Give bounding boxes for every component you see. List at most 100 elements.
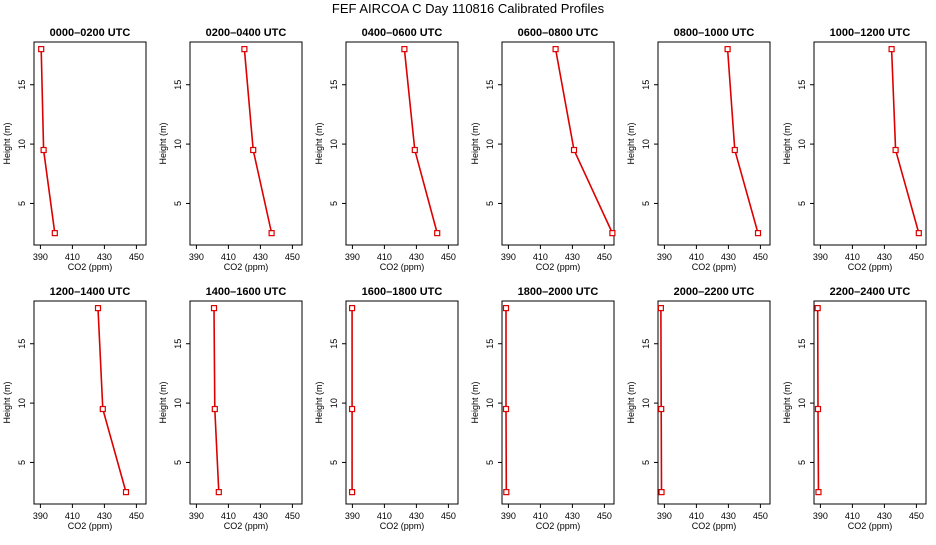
plot-frame xyxy=(502,42,614,245)
x-tick-label: 390 xyxy=(33,511,48,521)
panel-title: 0200–0400 UTC xyxy=(206,27,287,39)
y-axis-label: Height (m) xyxy=(470,381,480,423)
data-point xyxy=(916,231,921,236)
plot-frame xyxy=(190,301,302,504)
y-tick-label: 10 xyxy=(485,398,495,408)
y-axis-label: Height (m) xyxy=(626,381,636,423)
x-tick-label: 430 xyxy=(97,511,112,521)
y-tick-label: 10 xyxy=(797,139,807,149)
x-axis-label: CO2 (ppm) xyxy=(536,521,581,531)
data-point xyxy=(269,231,274,236)
x-tick-label: 430 xyxy=(877,511,892,521)
data-point xyxy=(41,148,46,153)
x-tick-label: 450 xyxy=(441,511,456,521)
figure-title: FEF AIRCOA C Day 110816 Calibrated Profi… xyxy=(0,1,936,16)
y-axis-label: Height (m) xyxy=(314,122,324,164)
x-axis-label: CO2 (ppm) xyxy=(68,262,113,272)
plot-frame xyxy=(814,42,926,245)
x-tick-label: 450 xyxy=(753,511,768,521)
panel-title: 1400–1600 UTC xyxy=(206,286,287,298)
data-point xyxy=(350,306,355,311)
y-tick-label: 15 xyxy=(329,339,339,349)
x-tick-label: 410 xyxy=(845,252,860,262)
profile-line xyxy=(404,49,437,233)
x-axis-label: CO2 (ppm) xyxy=(380,262,425,272)
x-tick-label: 390 xyxy=(345,511,360,521)
y-tick-label: 5 xyxy=(329,201,339,206)
x-tick-label: 430 xyxy=(409,252,424,262)
x-tick-label: 430 xyxy=(721,252,736,262)
x-axis-label: CO2 (ppm) xyxy=(692,521,737,531)
x-axis-label: CO2 (ppm) xyxy=(848,262,893,272)
profile-line xyxy=(41,49,55,233)
x-tick-label: 390 xyxy=(189,252,204,262)
y-tick-label: 15 xyxy=(641,80,651,90)
profile-line xyxy=(98,308,126,492)
x-axis-label: CO2 (ppm) xyxy=(692,262,737,272)
x-tick-label: 410 xyxy=(377,511,392,521)
data-point xyxy=(889,47,894,52)
x-tick-label: 450 xyxy=(285,511,300,521)
data-point xyxy=(251,148,256,153)
data-point xyxy=(216,490,221,495)
x-axis-label: CO2 (ppm) xyxy=(224,262,269,272)
x-tick-label: 450 xyxy=(753,252,768,262)
panel-title: 0400–0600 UTC xyxy=(362,27,443,39)
y-tick-label: 15 xyxy=(485,339,495,349)
panel-title: 0800–1000 UTC xyxy=(674,27,755,39)
y-tick-label: 5 xyxy=(485,460,495,465)
x-tick-label: 410 xyxy=(689,511,704,521)
x-tick-label: 410 xyxy=(845,511,860,521)
plot-frame xyxy=(34,42,146,245)
x-tick-label: 430 xyxy=(409,511,424,521)
x-tick-label: 410 xyxy=(221,252,236,262)
y-tick-label: 10 xyxy=(17,139,27,149)
y-tick-label: 10 xyxy=(17,398,27,408)
data-point xyxy=(212,306,217,311)
y-axis-label: Height (m) xyxy=(158,122,168,164)
profile-line xyxy=(818,308,819,492)
data-point xyxy=(815,306,820,311)
profile-line xyxy=(892,49,919,233)
y-axis-label: Height (m) xyxy=(158,381,168,423)
data-point xyxy=(659,407,664,412)
y-axis-label: Height (m) xyxy=(626,122,636,164)
x-axis-label: CO2 (ppm) xyxy=(536,262,581,272)
panel-title: 2000–2200 UTC xyxy=(674,286,755,298)
x-tick-label: 390 xyxy=(813,511,828,521)
x-tick-label: 410 xyxy=(377,252,392,262)
y-tick-label: 5 xyxy=(173,201,183,206)
x-tick-label: 390 xyxy=(33,252,48,262)
y-axis-label: Height (m) xyxy=(314,381,324,423)
x-tick-label: 410 xyxy=(533,511,548,521)
panel-title: 1800–2000 UTC xyxy=(518,286,599,298)
x-axis-label: CO2 (ppm) xyxy=(224,521,269,531)
y-tick-label: 5 xyxy=(797,201,807,206)
y-axis-label: Height (m) xyxy=(782,381,792,423)
data-point xyxy=(553,47,558,52)
data-point xyxy=(732,148,737,153)
data-point xyxy=(893,148,898,153)
x-tick-label: 450 xyxy=(597,252,612,262)
y-tick-label: 5 xyxy=(641,460,651,465)
x-tick-label: 430 xyxy=(565,511,580,521)
x-tick-label: 430 xyxy=(565,252,580,262)
x-axis-label: CO2 (ppm) xyxy=(848,521,893,531)
x-tick-label: 390 xyxy=(501,252,516,262)
plot-frame xyxy=(346,42,458,245)
data-point xyxy=(659,490,664,495)
y-tick-label: 10 xyxy=(797,398,807,408)
x-axis-label: CO2 (ppm) xyxy=(380,521,425,531)
panel-title: 1000–1200 UTC xyxy=(830,27,911,39)
data-point xyxy=(242,47,247,52)
y-tick-label: 15 xyxy=(173,339,183,349)
panel-title: 1200–1400 UTC xyxy=(50,286,131,298)
y-tick-label: 10 xyxy=(485,139,495,149)
